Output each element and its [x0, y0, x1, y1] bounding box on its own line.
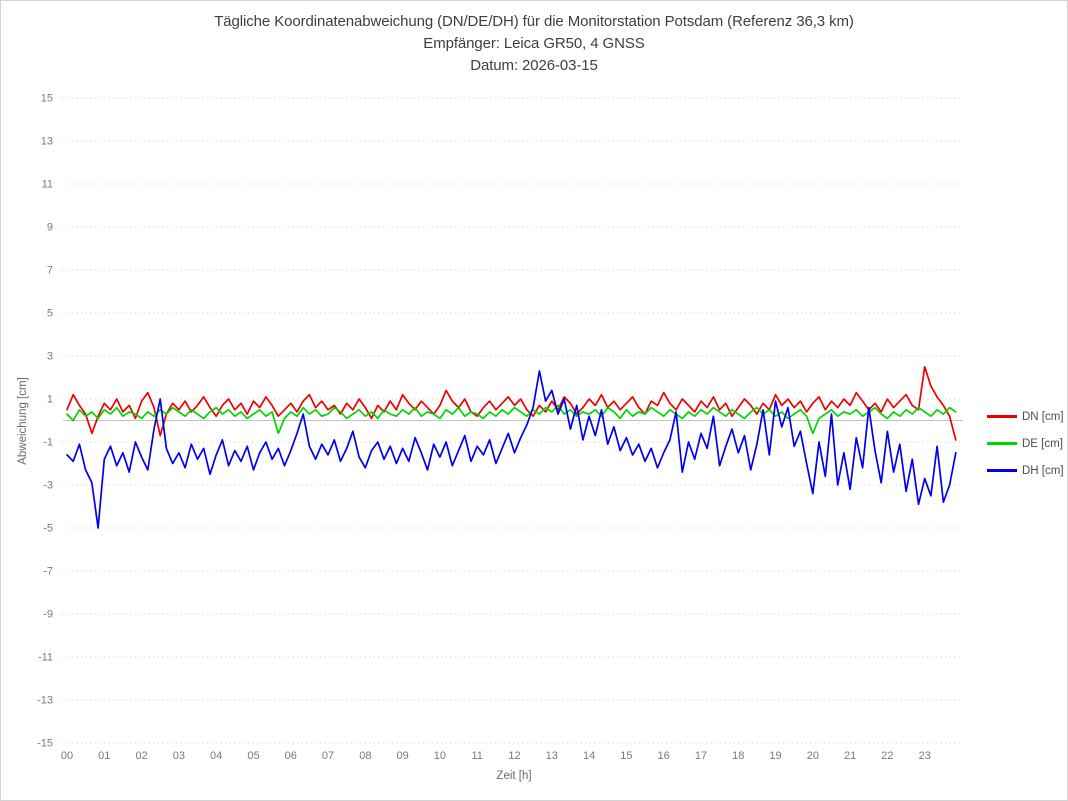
- x-tick-label: 01: [98, 750, 110, 762]
- y-tick-label: -1: [43, 437, 53, 449]
- x-tick-label: 06: [285, 750, 297, 762]
- chart-title-line3: Datum: 2026-03-15: [470, 57, 598, 74]
- x-tick-label: 00: [61, 750, 73, 762]
- y-tick-label: 9: [47, 222, 53, 234]
- x-tick-label: 10: [434, 750, 446, 762]
- legend-item-dh: DH [cm]: [987, 457, 1064, 484]
- x-tick-label: 16: [658, 750, 670, 762]
- x-tick-label: 17: [695, 750, 707, 762]
- dn-line-swatch: [987, 415, 1017, 418]
- dh-line-swatch: [987, 469, 1017, 472]
- de-line-swatch: [987, 442, 1017, 445]
- chart-title-line1: Tägliche Koordinatenabweichung (DN/DE/DH…: [214, 13, 854, 30]
- y-tick-label: -15: [37, 738, 53, 750]
- y-tick-label: -9: [43, 609, 53, 621]
- x-tick-label: 02: [135, 750, 147, 762]
- x-tick-label: 08: [359, 750, 371, 762]
- x-tick-label: 15: [620, 750, 632, 762]
- x-tick-label: 18: [732, 750, 744, 762]
- x-axis-title: Zeit [h]: [496, 770, 532, 782]
- x-tick-label: 12: [508, 750, 520, 762]
- y-tick-label: 5: [47, 308, 53, 320]
- legend: DN [cm] DE [cm] DH [cm]: [987, 403, 1064, 484]
- legend-item-de: DE [cm]: [987, 430, 1064, 457]
- y-tick-label: 13: [41, 136, 53, 148]
- x-tick-label: 03: [173, 750, 185, 762]
- y-tick-label: -3: [43, 480, 53, 492]
- series-line-dn: [66, 365, 957, 441]
- y-tick-label: -13: [37, 695, 53, 707]
- legend-label-dh: DH [cm]: [1022, 464, 1064, 477]
- y-tick-label: 3: [47, 351, 53, 363]
- x-tick-label: 09: [397, 750, 409, 762]
- y-tick-label: -5: [43, 523, 53, 535]
- series-line-dh: [66, 370, 957, 529]
- y-axis-title: Abweichung [cm]: [17, 377, 29, 465]
- x-tick-label: 13: [546, 750, 558, 762]
- legend-label-de: DE [cm]: [1022, 437, 1063, 450]
- y-tick-label: 1: [47, 394, 53, 406]
- x-tick-label: 22: [881, 750, 893, 762]
- series-line-de: [66, 404, 957, 435]
- y-tick-label: 11: [42, 179, 53, 191]
- x-tick-label: 05: [247, 750, 259, 762]
- chart-title-block: Tägliche Koordinatenabweichung (DN/DE/DH…: [1, 11, 1067, 77]
- y-tick-label: 15: [41, 93, 53, 105]
- chart-title-line2: Empfänger: Leica GR50, 4 GNSS: [423, 35, 645, 52]
- x-tick-label: 14: [583, 750, 595, 762]
- legend-item-dn: DN [cm]: [987, 403, 1064, 430]
- x-tick-label: 04: [210, 750, 222, 762]
- x-tick-label: 11: [471, 750, 482, 762]
- x-tick-label: 19: [769, 750, 781, 762]
- legend-label-dn: DN [cm]: [1022, 410, 1064, 423]
- x-tick-label: 07: [322, 750, 334, 762]
- x-tick-label: 23: [919, 750, 931, 762]
- y-tick-label: 7: [47, 265, 53, 277]
- y-tick-label: -7: [43, 566, 53, 578]
- x-tick-label: 20: [807, 750, 819, 762]
- x-tick-label: 21: [844, 750, 856, 762]
- y-tick-label: -11: [38, 652, 53, 664]
